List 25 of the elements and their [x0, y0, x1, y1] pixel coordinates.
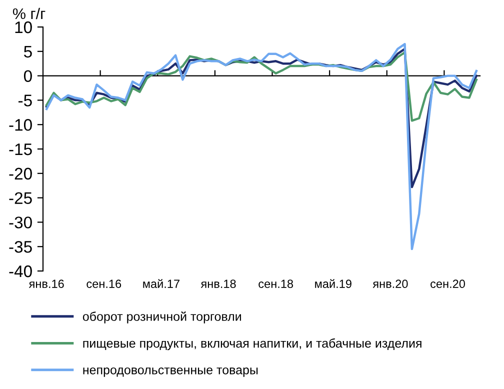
- line-series: [45, 51, 478, 122]
- line-series: [45, 42, 478, 250]
- x-tick-label: янв.16: [28, 280, 64, 288]
- y-tick-label: 10: [15, 21, 32, 34]
- y-tick-label: -40: [9, 265, 32, 278]
- y-tick-label: 5: [24, 46, 32, 58]
- legend-label: оборот розничной торговли: [82, 312, 241, 324]
- x-tick-label: май.17: [143, 279, 180, 288]
- y-tick-label: 0: [24, 70, 32, 82]
- x-tick-label: янв.20: [372, 280, 408, 288]
- legend-label: непродовольственные товары: [83, 367, 258, 377]
- x-tick-label: май.19: [315, 279, 352, 288]
- x-tick-label: сен.20: [430, 280, 465, 288]
- y-tick-label: -10: [9, 119, 32, 131]
- x-tick-label: сен.16: [86, 280, 122, 288]
- x-tick-label: янв.18: [200, 280, 236, 288]
- y-tick-label: -15: [9, 144, 32, 156]
- y-tick-label: -30: [9, 216, 32, 228]
- x-tick-label: сен.18: [258, 280, 294, 288]
- y-tick-label: -20: [9, 168, 32, 180]
- y-tick-label: -35: [9, 241, 32, 253]
- y-tick-label: -25: [9, 192, 32, 204]
- legend-label: пищевые продукты, включая напитки, и табачные изделия: [83, 338, 422, 350]
- y-axis-title: % г/г: [12, 8, 46, 20]
- y-tick-label: -5: [18, 94, 32, 106]
